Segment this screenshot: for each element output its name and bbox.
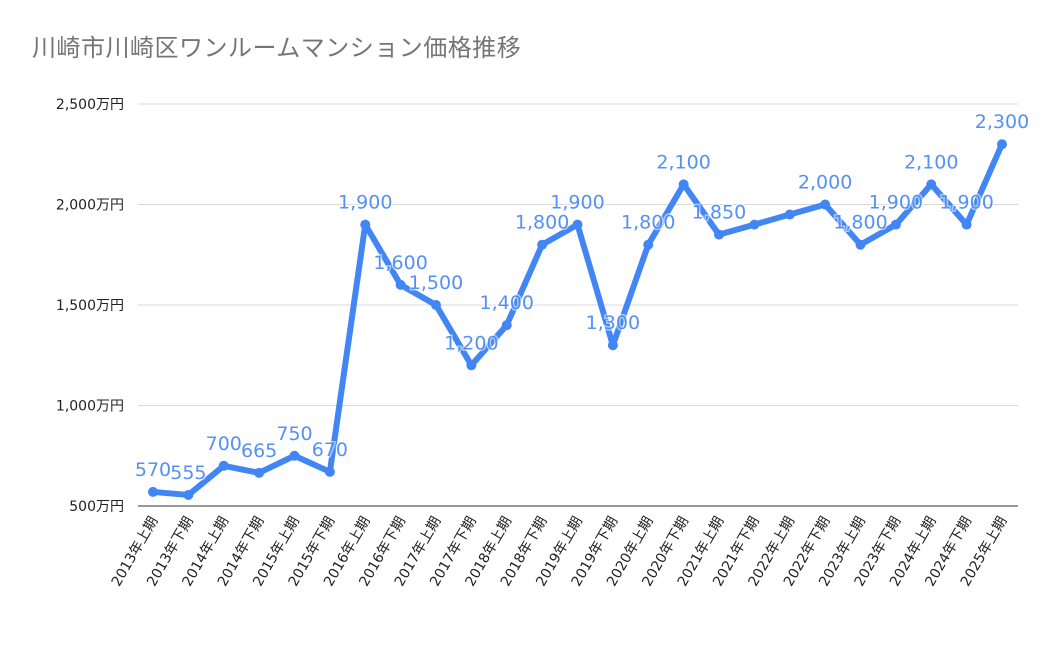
data-label: 1,900 — [869, 192, 923, 214]
data-label: 1,800 — [833, 212, 887, 234]
y-axis-ticks: 500万円 1,000万円 1,500万円 2,000万円 2,500万円 — [56, 97, 124, 515]
data-point — [997, 139, 1007, 150]
y-tick-label: 2,500万円 — [56, 97, 124, 113]
data-point — [961, 219, 972, 230]
data-label: 2,100 — [904, 151, 958, 173]
data-point — [678, 179, 689, 190]
y-tick-label: 500万円 — [69, 499, 124, 515]
series-price — [148, 139, 1007, 500]
data-label: 1,800 — [515, 212, 569, 234]
x-axis-ticks: 2013年上期2013年下期2014年上期2014年下期2015年上期2015年… — [109, 514, 1011, 589]
data-label: 1,400 — [480, 292, 534, 314]
data-point — [537, 239, 548, 250]
y-tick-label: 2,000万円 — [56, 198, 124, 214]
data-point — [183, 489, 194, 500]
data-label: 1,800 — [621, 212, 675, 234]
data-point — [148, 486, 158, 497]
data-label: 1,900 — [550, 192, 604, 214]
data-point — [501, 320, 512, 331]
y-tick-label: 1,500万円 — [56, 298, 124, 314]
data-label: 1,200 — [444, 332, 498, 354]
data-label: 1,900 — [939, 192, 993, 214]
data-point — [926, 179, 937, 190]
gridlines — [138, 103, 1018, 507]
data-point — [749, 219, 760, 230]
data-point — [289, 450, 300, 461]
data-point — [466, 360, 477, 371]
data-point — [324, 466, 335, 477]
data-label: 2,300 — [975, 111, 1029, 133]
data-label: 665 — [241, 440, 277, 462]
data-label: 1,600 — [373, 252, 427, 274]
data-label: 750 — [276, 423, 312, 445]
data-label: 2,000 — [798, 172, 852, 194]
y-tick-label: 1,000万円 — [56, 399, 124, 415]
data-point — [643, 239, 654, 250]
data-label: 1,900 — [338, 192, 392, 214]
data-label: 1,850 — [692, 202, 746, 224]
data-point — [890, 219, 901, 230]
data-label: 555 — [170, 462, 206, 484]
data-point — [820, 199, 831, 210]
data-label: 570 — [135, 459, 171, 481]
data-point — [784, 209, 795, 220]
data-label: 1,300 — [586, 312, 640, 334]
data-label: 670 — [312, 439, 348, 461]
data-point — [572, 219, 583, 230]
chart-title: 川崎市川崎区ワンルームマンション価格推移 — [32, 34, 522, 62]
data-label: 700 — [206, 433, 242, 455]
data-label: 2,100 — [656, 151, 710, 173]
data-point — [218, 460, 229, 471]
data-point — [360, 219, 371, 230]
data-point — [714, 229, 724, 240]
data-point — [254, 467, 265, 478]
data-label: 1,500 — [409, 272, 463, 294]
data-point — [431, 300, 441, 310]
data-point — [395, 279, 406, 290]
data-point — [855, 239, 866, 250]
data-point — [607, 340, 618, 351]
